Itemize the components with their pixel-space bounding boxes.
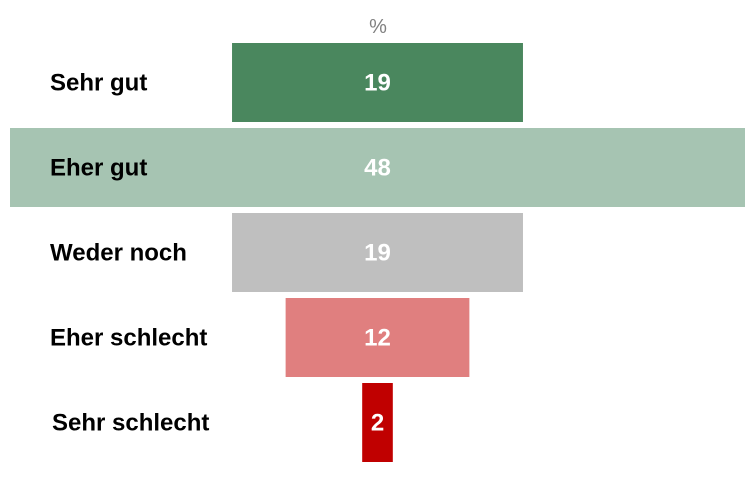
bar-eher-gut — [10, 128, 745, 207]
category-label-eher-gut: Eher gut — [50, 155, 147, 182]
value-label-eher-schlecht: 12 — [364, 325, 391, 352]
category-label-sehr-schlecht: Sehr schlecht — [52, 410, 209, 437]
category-label-weder-noch: Weder noch — [50, 240, 187, 267]
category-label-eher-schlecht: Eher schlecht — [50, 325, 207, 352]
unit-label: % — [369, 16, 387, 38]
category-label-sehr-gut: Sehr gut — [50, 70, 147, 97]
value-label-sehr-schlecht: 2 — [371, 410, 384, 437]
bar-eher-schlecht — [285, 298, 470, 377]
bar-weder-noch — [232, 213, 523, 292]
bar-sehr-schlecht — [362, 383, 393, 462]
value-label-eher-gut: 48 — [364, 155, 391, 182]
value-label-weder-noch: 19 — [364, 240, 391, 267]
bar-sehr-gut — [232, 43, 523, 122]
bars-group: Sehr gut 19 Eher gut 48 Weder noch 19 Eher sch… — [10, 43, 745, 462]
value-label-sehr-gut: 19 — [364, 70, 391, 97]
